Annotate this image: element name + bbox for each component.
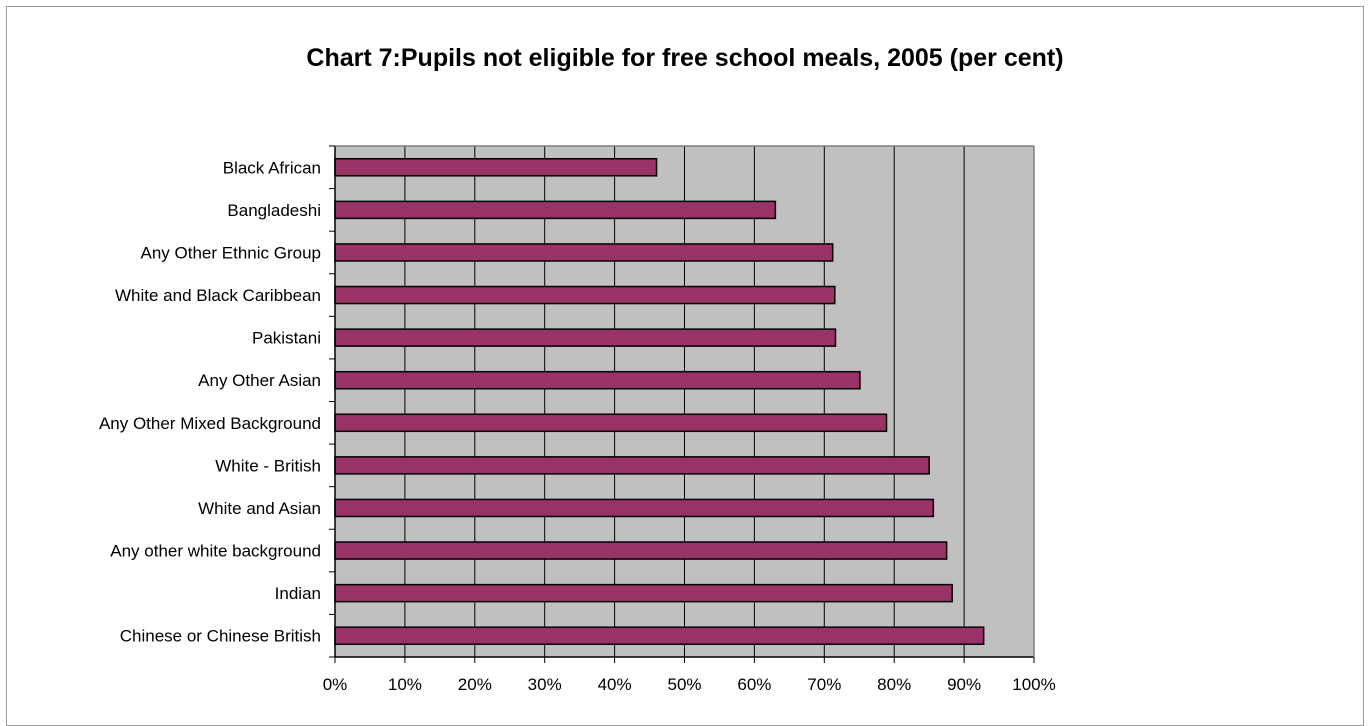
x-tick-label: 20%	[458, 675, 492, 694]
category-label: Indian	[275, 584, 321, 603]
bar	[334, 626, 985, 645]
bar-chart: 0% 10% 20% 30% 40% 50% 60% 70% 80% 90% 100% Black A…	[99, 145, 1056, 694]
x-tick-label: 0%	[323, 675, 348, 694]
category-label: Black African	[223, 158, 321, 177]
category-label: Any other white background	[110, 542, 321, 561]
x-tick-label: 10%	[388, 675, 422, 694]
bar	[334, 541, 948, 560]
category-label: Any Other Ethnic Group	[141, 243, 321, 262]
x-tick-label: 70%	[807, 675, 841, 694]
category-label: White and Asian	[198, 499, 321, 518]
x-tick-label: 80%	[877, 675, 911, 694]
category-label: White and Black Caribbean	[115, 286, 321, 305]
category-label: Pakistani	[252, 329, 321, 348]
x-tick-label: 90%	[947, 675, 981, 694]
x-tick-label: 60%	[737, 675, 771, 694]
chart-title: Chart 7:Pupils not eligible for free sch…	[306, 44, 1064, 72]
x-tick-label: 40%	[598, 675, 632, 694]
bar	[334, 370, 861, 390]
x-tick-label: 30%	[528, 675, 562, 694]
x-tick-label: 50%	[667, 675, 701, 694]
bar	[334, 200, 777, 220]
bar	[334, 158, 658, 177]
category-label: Any Other Mixed Background	[99, 414, 321, 433]
bar	[334, 285, 836, 305]
bar	[334, 328, 837, 347]
category-label: Any Other Asian	[198, 371, 321, 390]
category-label: Bangladeshi	[227, 201, 321, 220]
category-label: Chinese or Chinese British	[120, 627, 321, 646]
bar	[334, 456, 930, 475]
bar	[334, 583, 953, 603]
bar	[334, 243, 834, 262]
bar	[334, 498, 935, 518]
bar	[334, 413, 888, 433]
category-label: White - British	[215, 456, 321, 475]
x-tick-label: 100%	[1012, 675, 1055, 694]
